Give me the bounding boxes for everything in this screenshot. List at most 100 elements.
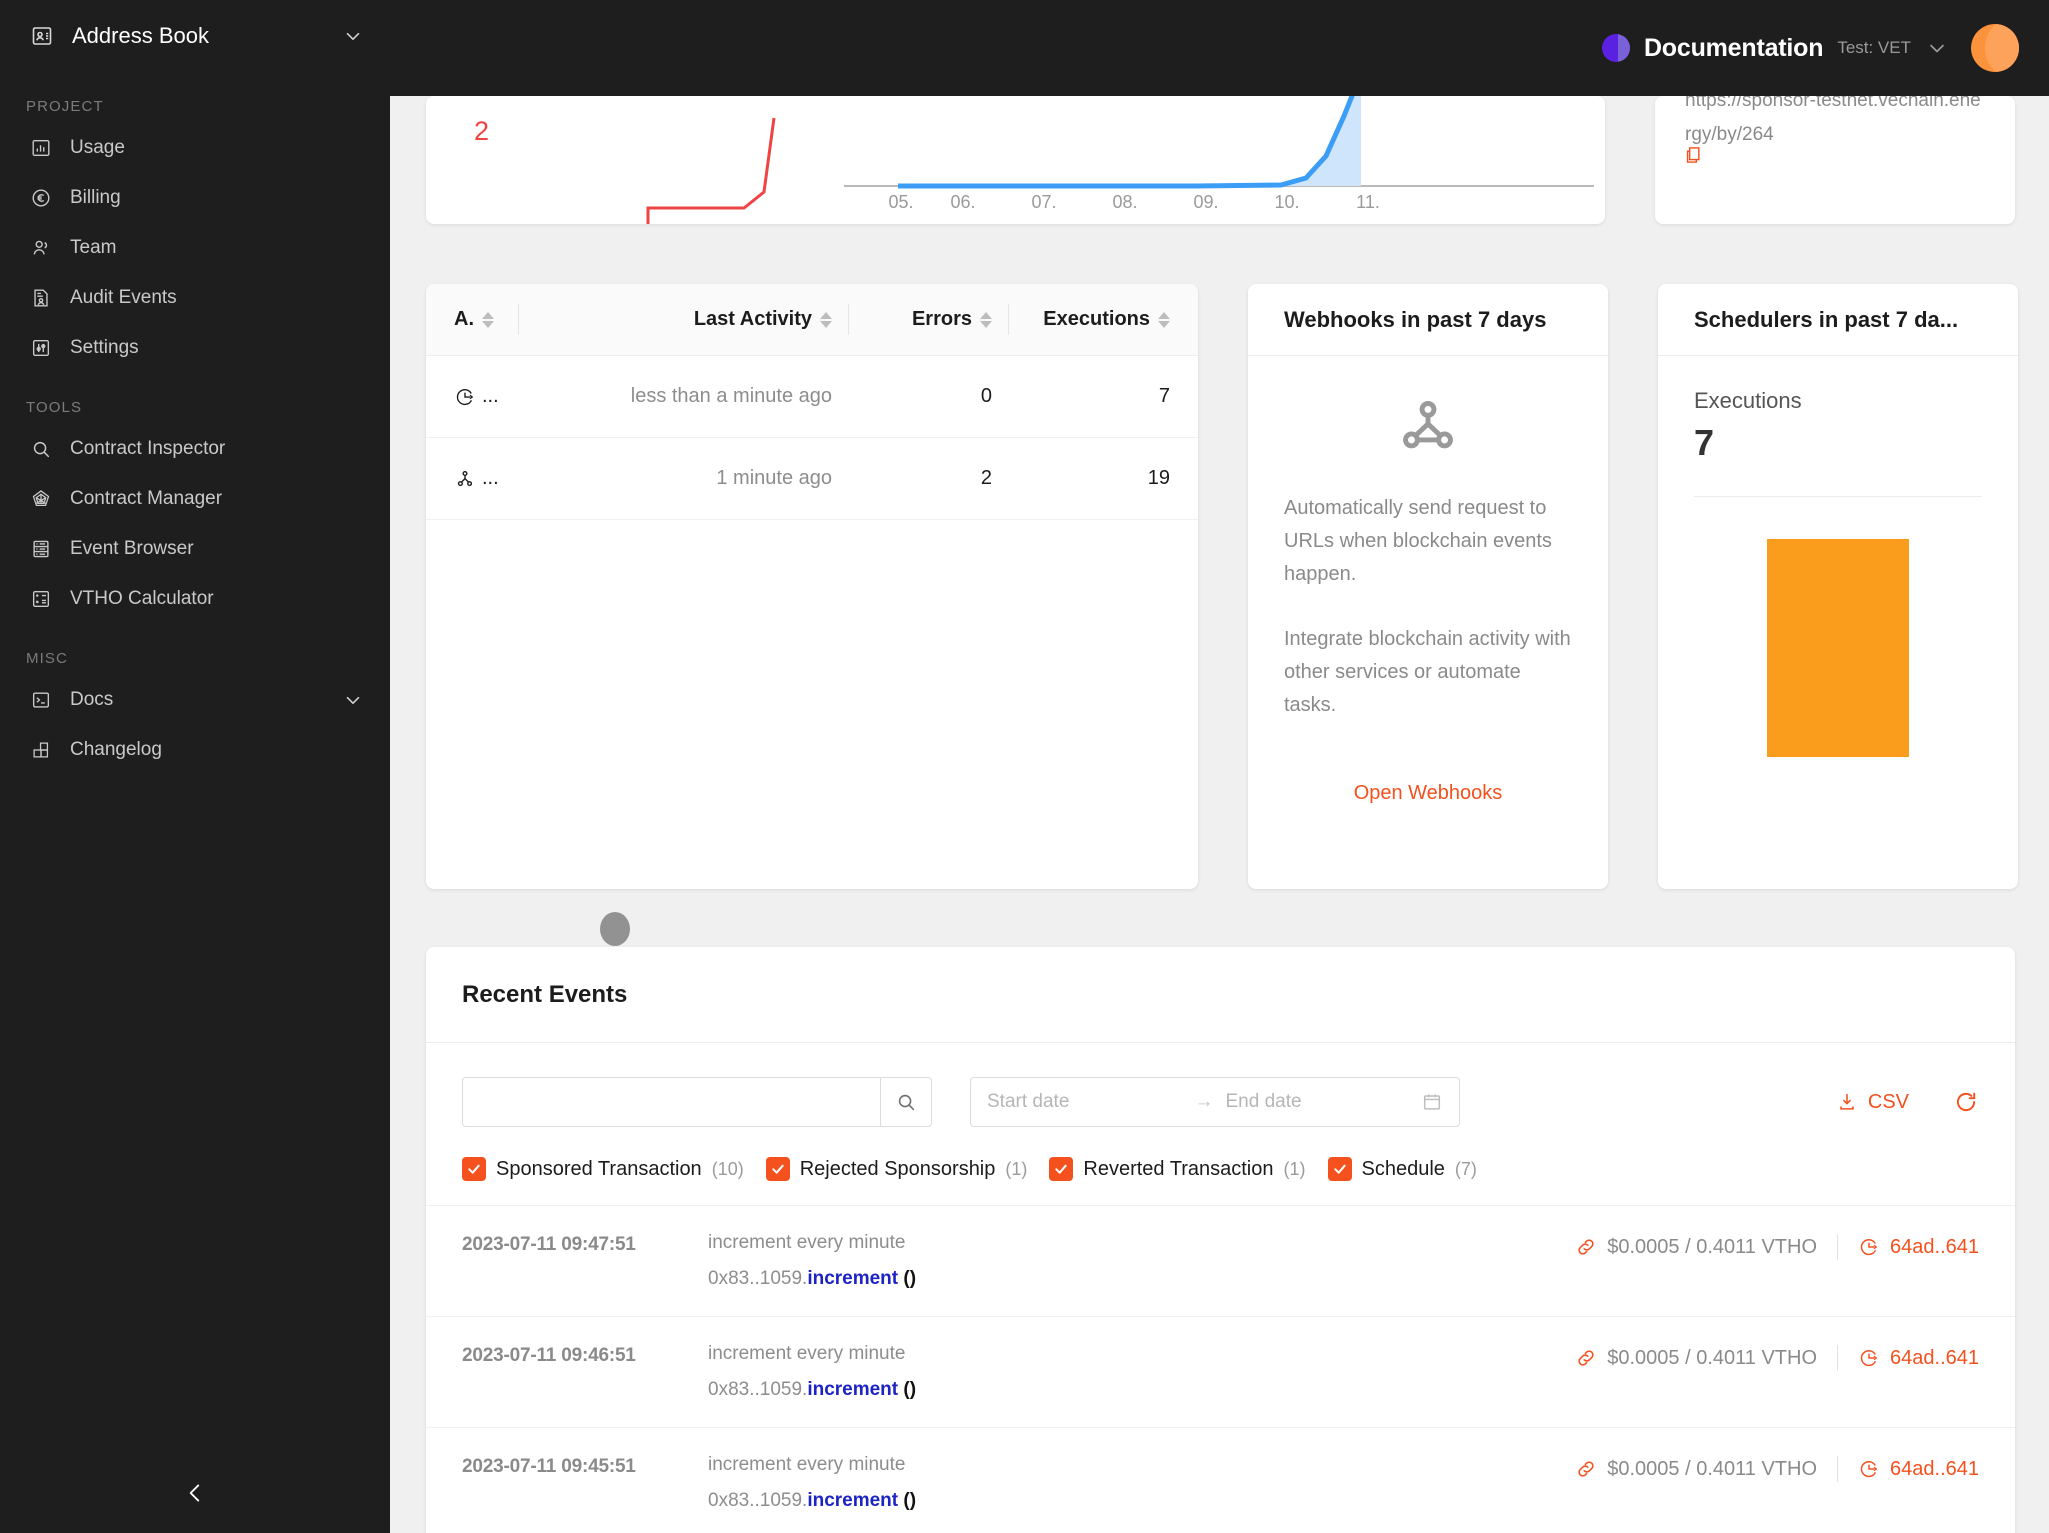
table-row[interactable]: ... 1 minute ago 2 19 [426, 438, 1198, 520]
chevron-down-icon[interactable] [342, 25, 364, 47]
filter-reverted-transaction[interactable]: Reverted Transaction (1) [1049, 1157, 1306, 1181]
event-function[interactable]: increment [807, 1379, 899, 1400]
executions-label: Executions [1694, 388, 1802, 413]
checkbox-checked-icon[interactable] [462, 1157, 486, 1181]
event-call: 0x83..1059.increment () [708, 1490, 1575, 1512]
event-call: 0x83..1059.increment () [708, 1379, 1575, 1401]
sidebar-collapse-button[interactable] [0, 1453, 390, 1533]
sidebar-item-changelog[interactable]: Changelog [0, 725, 390, 775]
sidebar-item-audit-events[interactable]: Audit Events [0, 273, 390, 323]
copy-icon[interactable] [1683, 144, 1703, 171]
checkbox-checked-icon[interactable] [1049, 1157, 1074, 1181]
event-function[interactable]: increment [807, 1268, 899, 1289]
usage-chart-card: 2 05. 06. 07. 08. 09. 10. [426, 96, 1605, 224]
column-label: Executions [1043, 308, 1150, 330]
address-book-icon [30, 24, 54, 48]
event-cost[interactable]: $0.0005 / 0.4011 VTHO [1575, 1236, 1817, 1259]
event-cost[interactable]: $0.0005 / 0.4011 VTHO [1575, 1347, 1817, 1370]
divider [1837, 1234, 1839, 1260]
row-name-cell: ... [426, 385, 518, 408]
sidebar-item-label: Contract Inspector [70, 438, 226, 459]
sort-toggle[interactable] [820, 311, 832, 328]
bar-chart-icon [30, 137, 52, 159]
documentation-logo-icon [1601, 34, 1630, 62]
event-row[interactable]: 2023-07-11 09:47:51 increment every minu… [426, 1205, 2015, 1316]
search-button[interactable] [880, 1077, 932, 1127]
recent-events-card: Recent Events [426, 947, 2015, 1533]
filter-label: Reverted Transaction [1083, 1157, 1274, 1180]
row-last-activity: 1 minute ago [716, 467, 832, 489]
filter-schedule[interactable]: Schedule (7) [1327, 1157, 1477, 1181]
filter-count: (10) [711, 1158, 744, 1179]
sidebar-item-docs[interactable]: Docs [0, 675, 390, 725]
x-tick: 11. [1356, 192, 1380, 212]
x-tick: 08. [1112, 192, 1137, 212]
table-row[interactable]: ... less than a minute ago 0 7 [426, 356, 1198, 438]
calendar-icon[interactable] [1421, 1091, 1443, 1113]
sidebar-item-vtho-calculator[interactable]: VTHO Calculator [0, 574, 390, 624]
executions-value: 7 [1694, 422, 1715, 463]
table-header: A. Last Activity Errors Executions [426, 284, 1198, 356]
event-row[interactable]: 2023-07-11 09:45:51 increment every minu… [426, 1427, 2015, 1533]
start-date-input[interactable]: Start date [987, 1091, 1070, 1112]
x-tick: 05. [888, 192, 913, 212]
csv-export-button[interactable]: CSV [1836, 1091, 1909, 1114]
checkbox-checked-icon[interactable] [765, 1157, 790, 1181]
event-timestamp: 2023-07-11 09:47:51 [462, 1234, 636, 1255]
event-cost-text: $0.0005 / 0.4011 VTHO [1607, 1346, 1818, 1369]
sidebar-item-contract-manager[interactable]: Contract Manager [0, 474, 390, 524]
x-tick: 06. [950, 192, 975, 212]
sidebar-item-event-browser[interactable]: Event Browser [0, 524, 390, 574]
chevron-down-icon[interactable] [342, 689, 364, 711]
sidebar-item-label: VTHO Calculator [70, 588, 214, 609]
chevron-down-icon[interactable] [1925, 36, 1949, 60]
event-cost-text: $0.0005 / 0.4011 VTHO [1607, 1235, 1818, 1258]
event-id[interactable]: 64ad..641 [1858, 1347, 1979, 1370]
sidebar-item-label: Usage [70, 137, 125, 158]
sort-toggle[interactable] [482, 311, 494, 328]
event-cost[interactable]: $0.0005 / 0.4011 VTHO [1575, 1458, 1817, 1481]
refresh-button[interactable] [1953, 1089, 1979, 1115]
search-icon [895, 1091, 917, 1113]
clock-arrow-icon [454, 386, 476, 408]
column-header-executions[interactable]: Executions [1008, 284, 1198, 355]
filter-sponsored-transaction[interactable]: Sponsored Transaction (10) [462, 1157, 744, 1181]
column-label: Last Activity [693, 308, 812, 330]
link-icon [1575, 1236, 1597, 1258]
event-id[interactable]: 64ad..641 [1858, 1458, 1979, 1481]
pentagon-star-icon [30, 488, 52, 510]
column-header-last-activity[interactable]: Last Activity [518, 284, 848, 355]
documentation-link[interactable]: Documentation [1643, 33, 1824, 62]
column-header-errors[interactable]: Errors [848, 284, 1008, 355]
end-date-input[interactable]: End date [1225, 1091, 1302, 1112]
sidebar-item-contract-inspector[interactable]: Contract Inspector [0, 424, 390, 474]
filter-rejected-sponsorship[interactable]: Rejected Sponsorship (1) [765, 1157, 1027, 1181]
sidebar-item-billing[interactable]: Billing [0, 173, 390, 223]
clock-arrow-icon [1858, 1236, 1880, 1258]
x-tick: 07. [1031, 192, 1056, 212]
webhooks-paragraph: Integrate blockchain activity with other… [1284, 628, 1571, 716]
avatar[interactable] [1971, 24, 2019, 72]
sidebar-item-label: Billing [70, 187, 121, 208]
sort-toggle[interactable] [1158, 311, 1170, 328]
event-args: () [903, 1379, 917, 1400]
sidebar-item-usage[interactable]: Usage [0, 123, 390, 173]
filter-label: Rejected Sponsorship [799, 1157, 996, 1180]
sort-toggle[interactable] [980, 311, 992, 328]
sidebar-item-settings[interactable]: Settings [0, 323, 390, 373]
column-header-name[interactable]: A. [426, 284, 518, 355]
checkbox-checked-icon[interactable] [1327, 1157, 1352, 1181]
webhooks-card-title: Webhooks in past 7 days [1248, 284, 1608, 356]
event-row[interactable]: 2023-07-11 09:46:51 increment every minu… [426, 1316, 2015, 1427]
open-webhooks-link[interactable]: Open Webhooks [1353, 782, 1503, 804]
row-executions: 7 [1158, 385, 1170, 407]
event-id[interactable]: 64ad..641 [1858, 1236, 1979, 1259]
project-switcher[interactable]: Address Book [0, 0, 390, 72]
sidebar-item-team[interactable]: Team [0, 223, 390, 273]
date-range-picker[interactable]: Start date → End date [970, 1077, 1460, 1127]
event-function[interactable]: increment [807, 1490, 899, 1511]
search-icon [30, 438, 52, 460]
search-input[interactable] [462, 1077, 880, 1127]
event-type-filters: Sponsored Transaction (10) Rejected Spon… [462, 1157, 1979, 1181]
events-tools: CSV [1836, 1089, 1979, 1115]
